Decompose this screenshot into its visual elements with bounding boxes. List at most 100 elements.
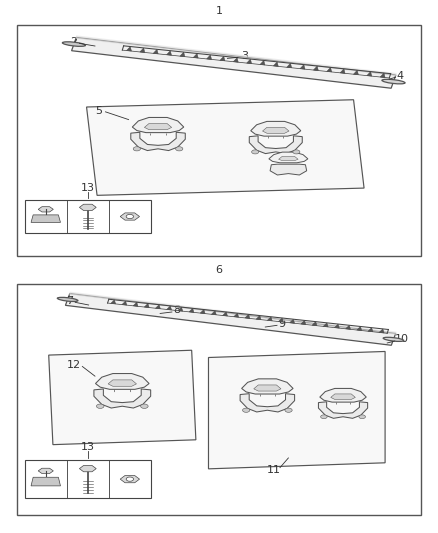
Polygon shape bbox=[379, 329, 384, 333]
Polygon shape bbox=[155, 305, 160, 309]
Polygon shape bbox=[318, 402, 367, 418]
Polygon shape bbox=[368, 328, 373, 332]
Circle shape bbox=[251, 150, 259, 154]
Circle shape bbox=[126, 477, 134, 481]
Ellipse shape bbox=[57, 297, 78, 302]
Polygon shape bbox=[25, 461, 151, 498]
Text: 11: 11 bbox=[267, 465, 281, 475]
Text: 8: 8 bbox=[173, 305, 180, 316]
Polygon shape bbox=[340, 69, 345, 74]
Polygon shape bbox=[323, 323, 328, 327]
Polygon shape bbox=[312, 321, 317, 326]
Polygon shape bbox=[249, 136, 302, 154]
Polygon shape bbox=[240, 394, 295, 412]
Text: 10: 10 bbox=[395, 334, 409, 344]
Polygon shape bbox=[31, 477, 60, 486]
Circle shape bbox=[141, 404, 148, 408]
Polygon shape bbox=[31, 215, 60, 222]
Text: 7: 7 bbox=[66, 296, 73, 305]
Polygon shape bbox=[120, 475, 140, 483]
Polygon shape bbox=[25, 200, 151, 233]
Polygon shape bbox=[207, 55, 212, 59]
Text: 4: 4 bbox=[396, 70, 403, 80]
Text: 13: 13 bbox=[81, 183, 95, 193]
Circle shape bbox=[243, 408, 250, 413]
Polygon shape bbox=[49, 350, 196, 445]
Polygon shape bbox=[132, 117, 184, 133]
Circle shape bbox=[176, 147, 183, 151]
Polygon shape bbox=[256, 316, 261, 320]
Polygon shape bbox=[79, 204, 96, 211]
Polygon shape bbox=[260, 60, 265, 65]
Polygon shape bbox=[287, 63, 292, 68]
Polygon shape bbox=[290, 319, 295, 324]
Polygon shape bbox=[65, 294, 396, 345]
Text: 12: 12 bbox=[67, 360, 81, 370]
Polygon shape bbox=[208, 351, 385, 469]
Polygon shape bbox=[189, 308, 194, 312]
Polygon shape bbox=[71, 37, 396, 88]
Polygon shape bbox=[111, 300, 116, 304]
Text: 2: 2 bbox=[71, 37, 78, 47]
Polygon shape bbox=[251, 122, 301, 136]
Polygon shape bbox=[233, 58, 238, 62]
Polygon shape bbox=[245, 314, 250, 318]
Polygon shape bbox=[178, 307, 183, 311]
Polygon shape bbox=[133, 302, 138, 306]
Polygon shape bbox=[166, 306, 172, 310]
Polygon shape bbox=[327, 67, 332, 72]
Circle shape bbox=[285, 408, 292, 413]
Polygon shape bbox=[367, 71, 372, 76]
Polygon shape bbox=[334, 324, 339, 328]
Polygon shape bbox=[301, 320, 306, 325]
Text: 1: 1 bbox=[215, 6, 223, 16]
Polygon shape bbox=[79, 465, 96, 472]
Circle shape bbox=[293, 150, 300, 154]
Polygon shape bbox=[254, 385, 281, 391]
Polygon shape bbox=[223, 312, 227, 316]
Polygon shape bbox=[38, 207, 53, 212]
Text: 3: 3 bbox=[241, 51, 248, 61]
Polygon shape bbox=[94, 389, 151, 408]
Polygon shape bbox=[242, 379, 293, 394]
Polygon shape bbox=[120, 213, 140, 220]
Polygon shape bbox=[279, 156, 298, 160]
Polygon shape bbox=[87, 100, 364, 195]
Circle shape bbox=[126, 214, 134, 219]
Polygon shape bbox=[95, 374, 149, 389]
Polygon shape bbox=[180, 52, 185, 56]
Polygon shape bbox=[331, 394, 355, 399]
Polygon shape bbox=[193, 53, 198, 58]
Polygon shape bbox=[300, 64, 305, 69]
Polygon shape bbox=[140, 48, 145, 52]
Polygon shape bbox=[153, 50, 158, 54]
Text: 5: 5 bbox=[95, 106, 102, 116]
Polygon shape bbox=[269, 152, 308, 163]
Polygon shape bbox=[131, 132, 185, 150]
Polygon shape bbox=[144, 303, 149, 308]
Polygon shape bbox=[234, 313, 239, 317]
Polygon shape bbox=[70, 292, 396, 334]
Ellipse shape bbox=[383, 337, 404, 342]
Polygon shape bbox=[200, 310, 205, 313]
Text: 6: 6 bbox=[215, 265, 223, 275]
Polygon shape bbox=[357, 327, 362, 330]
Polygon shape bbox=[267, 317, 272, 321]
Polygon shape bbox=[279, 318, 283, 322]
Polygon shape bbox=[270, 164, 307, 175]
Polygon shape bbox=[108, 380, 137, 386]
Circle shape bbox=[359, 415, 365, 418]
Polygon shape bbox=[220, 56, 225, 61]
Polygon shape bbox=[273, 62, 278, 67]
Polygon shape bbox=[313, 66, 318, 70]
Polygon shape bbox=[166, 51, 172, 55]
Circle shape bbox=[133, 147, 141, 151]
Ellipse shape bbox=[62, 42, 85, 46]
Polygon shape bbox=[346, 325, 350, 329]
Polygon shape bbox=[38, 468, 53, 473]
Polygon shape bbox=[122, 301, 127, 305]
Polygon shape bbox=[247, 59, 251, 63]
Polygon shape bbox=[127, 46, 131, 51]
Circle shape bbox=[96, 404, 104, 408]
Text: 9: 9 bbox=[279, 319, 286, 329]
